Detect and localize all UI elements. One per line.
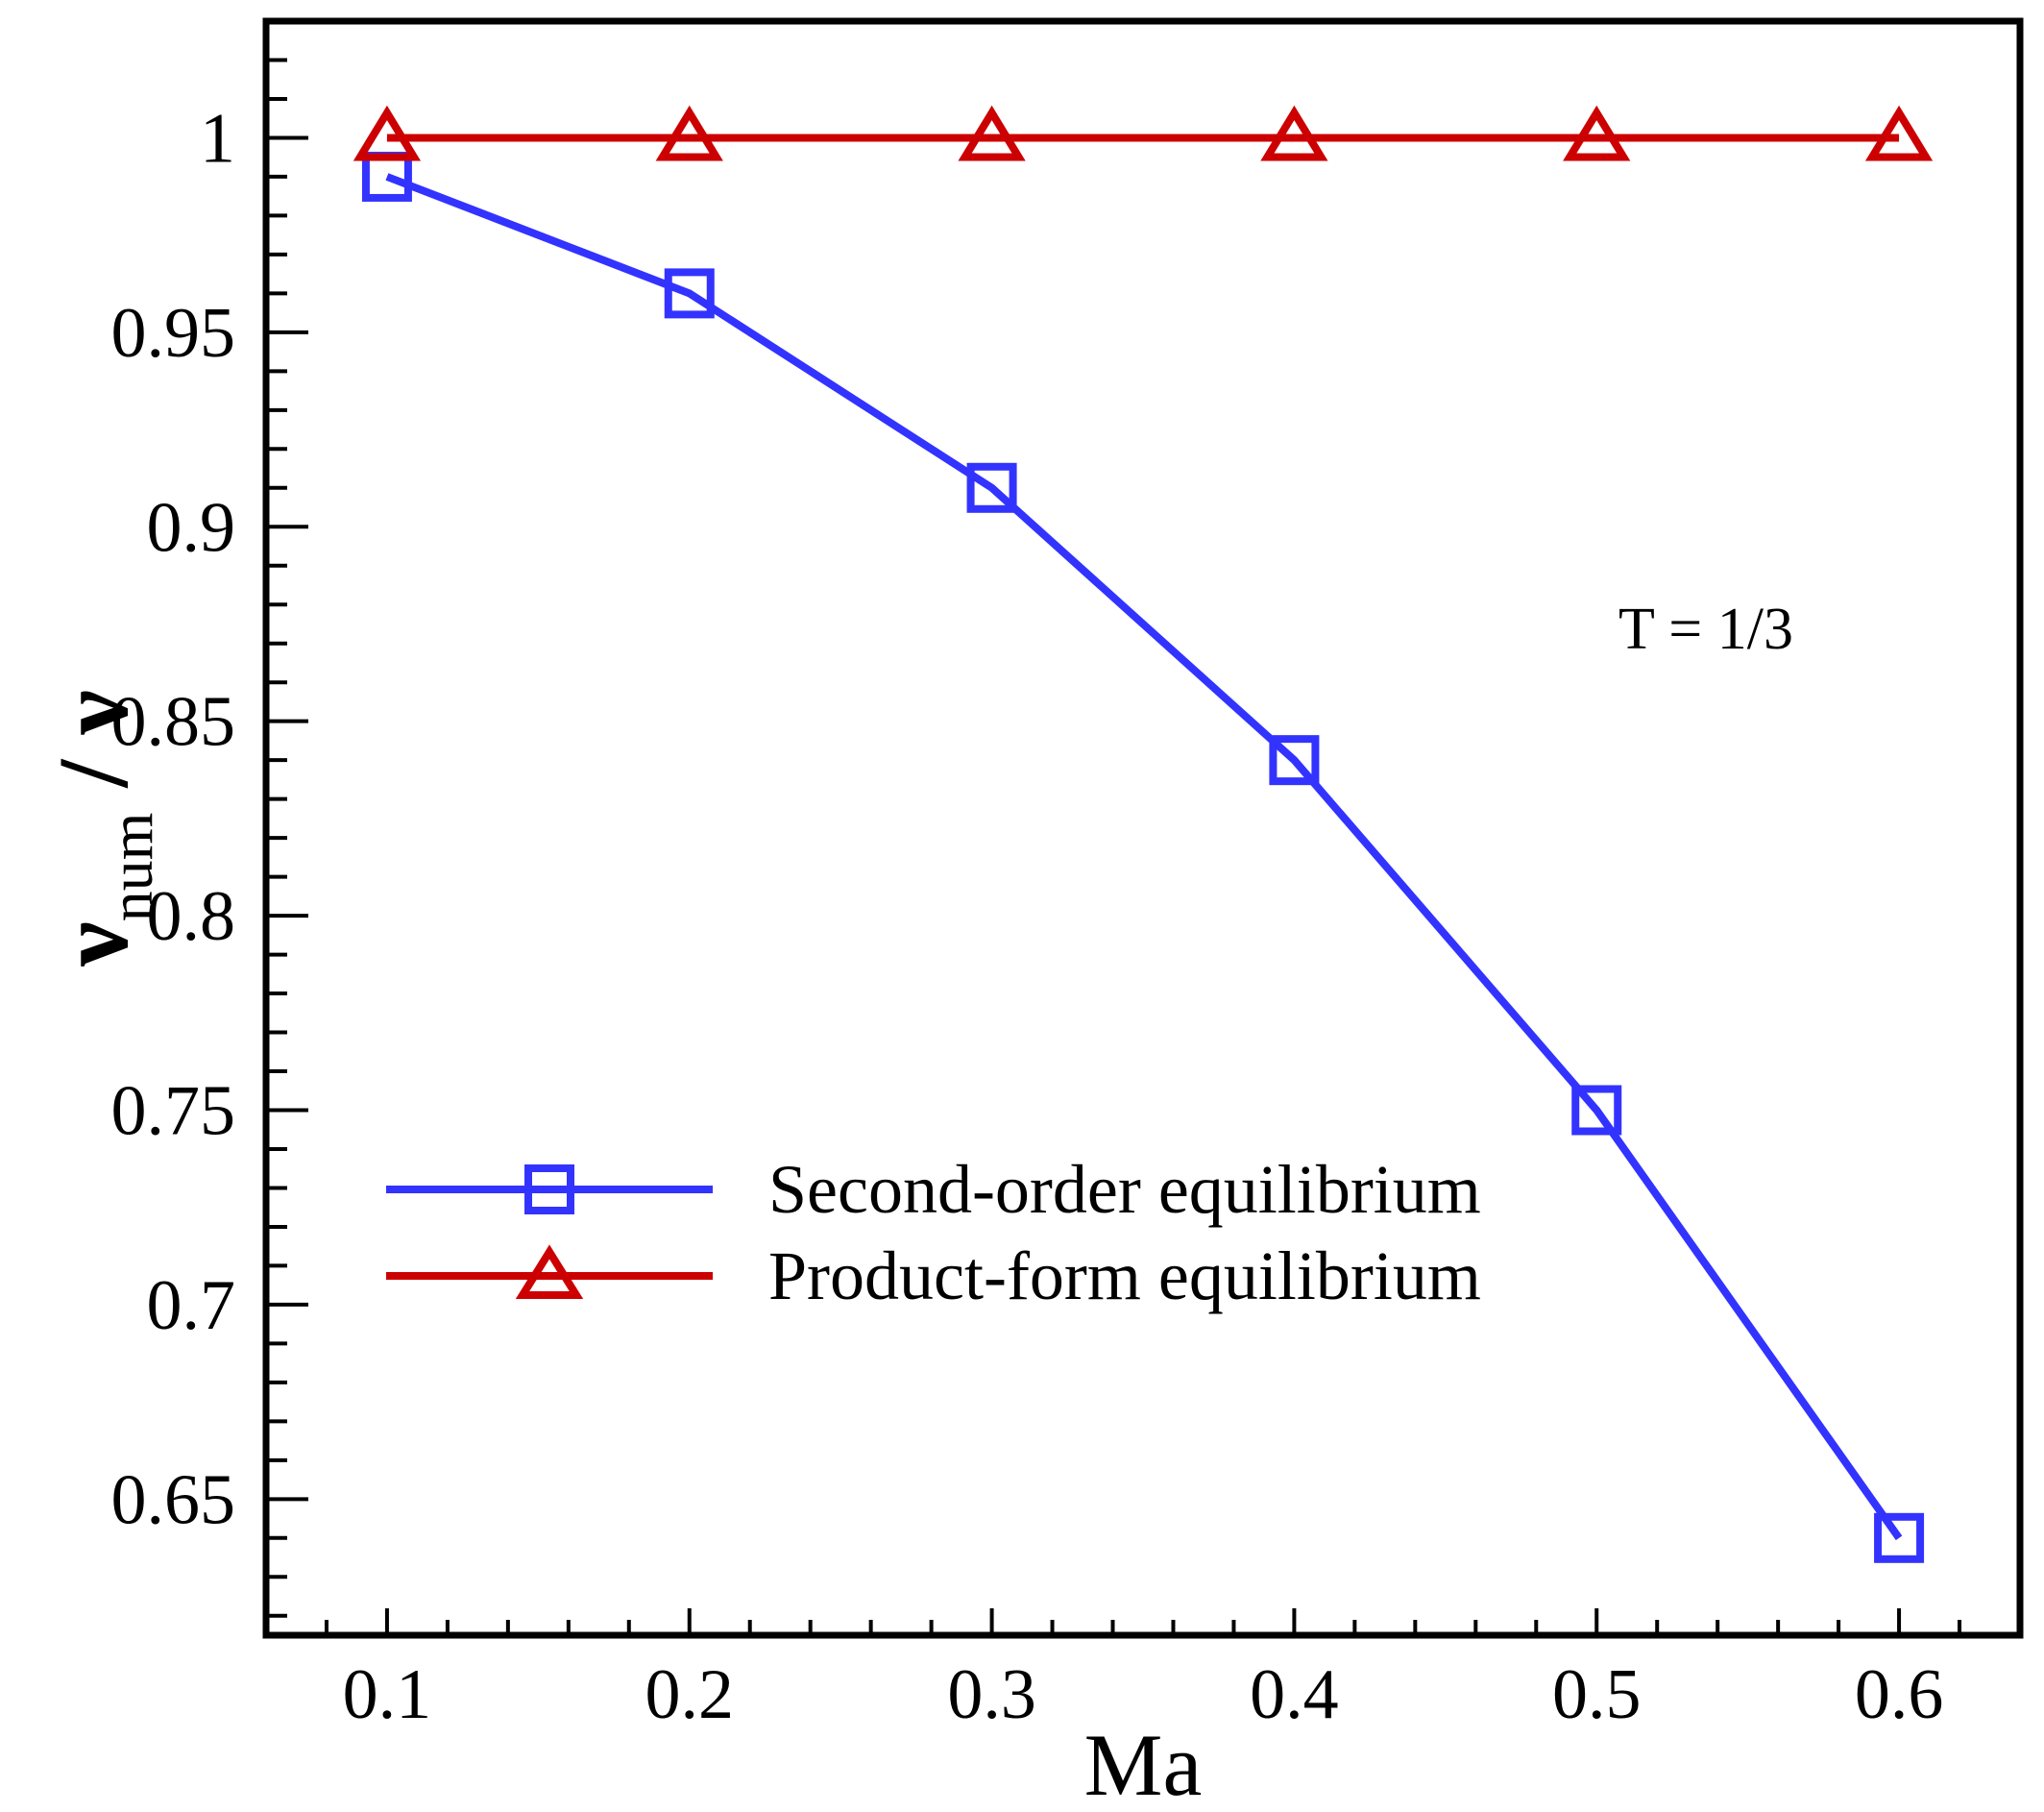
data-point-square bbox=[966, 462, 1017, 513]
x-tick-label: 0.2 bbox=[645, 1655, 735, 1734]
data-point-square bbox=[1269, 735, 1320, 786]
y-tick-label: 0.8 bbox=[147, 877, 236, 956]
y-axis-title-main: ν bbox=[38, 921, 149, 967]
plot-frame bbox=[262, 17, 2024, 1639]
legend: Second-order equilibrium Product-form eq… bbox=[386, 1151, 1481, 1314]
data-point-triangle bbox=[1260, 105, 1328, 161]
y-tick-label: 0.9 bbox=[147, 488, 236, 567]
series-line-0 bbox=[385, 173, 1903, 1541]
legend-label-product-form: Product-form equilibrium bbox=[768, 1237, 1481, 1314]
data-point-square bbox=[1874, 1512, 1925, 1563]
legend-label-second-order: Second-order equilibrium bbox=[768, 1151, 1481, 1228]
x-tick-label: 0.1 bbox=[343, 1655, 432, 1734]
legend-marker-product-form bbox=[515, 1244, 584, 1299]
data-point-square bbox=[664, 268, 715, 319]
y-tick-label: 0.75 bbox=[111, 1071, 236, 1150]
x-tick-label: 0.6 bbox=[1855, 1655, 1944, 1734]
annotation-text: T = 1/3 bbox=[1618, 597, 1793, 662]
y-axis-title: νnum / ν bbox=[38, 690, 165, 967]
data-point-triangle bbox=[1563, 105, 1631, 161]
data-point-triangle bbox=[1864, 105, 1934, 161]
data-point-triangle bbox=[958, 105, 1026, 161]
x-axis-title: Ma bbox=[1084, 1716, 1203, 1812]
data-point-triangle bbox=[655, 105, 723, 161]
y-axis-title-sub: num bbox=[97, 813, 165, 922]
x-tick-label: 0.4 bbox=[1250, 1655, 1339, 1734]
ticks-layer bbox=[264, 19, 2022, 1635]
x-tick-label: 0.5 bbox=[1552, 1655, 1642, 1734]
y-axis-title-rest: / ν bbox=[38, 690, 149, 812]
y-tick-label: 0.65 bbox=[111, 1460, 236, 1539]
y-tick-label: 0.85 bbox=[111, 683, 236, 762]
data-point-square bbox=[1571, 1085, 1622, 1136]
series-layer bbox=[353, 105, 1934, 1563]
y-tick-label: 0.7 bbox=[147, 1266, 236, 1345]
labels-layer: 0.1 0.2 0.3 0.4 0.5 0.6 0.65 0.7 0.75 0.8 0.85 0.9 0… bbox=[111, 99, 1944, 1734]
y-tick-label: 1 bbox=[200, 99, 235, 178]
legend-marker-second-order bbox=[524, 1164, 574, 1214]
x-tick-label: 0.3 bbox=[947, 1655, 1036, 1734]
data-point-triangle bbox=[353, 105, 422, 161]
y-tick-label: 0.95 bbox=[111, 294, 236, 373]
